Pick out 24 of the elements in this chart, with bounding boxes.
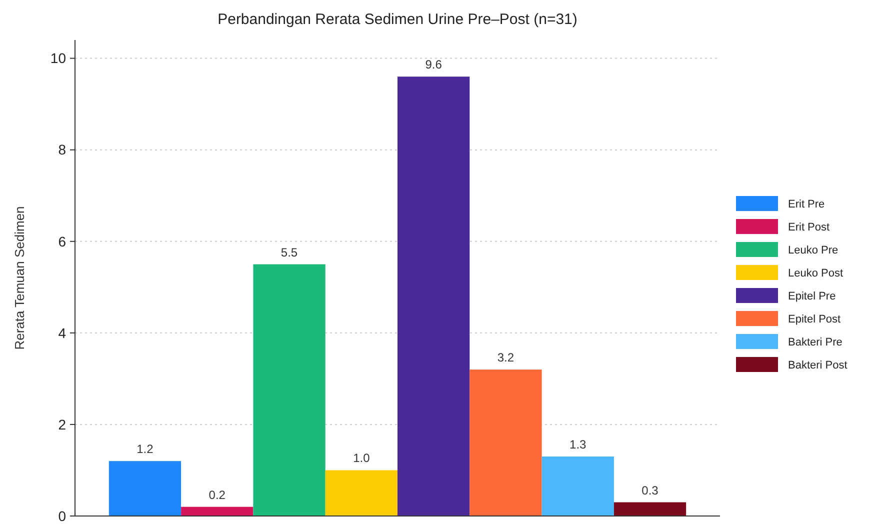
chart-title: Perbandingan Rerata Sedimen Urine Pre–Post (n=31): [218, 11, 578, 28]
legend-label: Erit Pre: [788, 198, 825, 210]
data-label: 1.2: [136, 442, 154, 456]
data-label: 0.3: [642, 483, 659, 498]
y-tick-label: 8: [58, 142, 66, 158]
y-axis-title: Rerata Temuan Sedimen: [12, 206, 27, 350]
y-tick-label: 10: [50, 50, 66, 66]
data-label: 9.6: [425, 58, 442, 72]
legend-label: Epitel Post: [788, 313, 841, 326]
data-label: 1.0: [353, 451, 370, 466]
legend-label: Erit Post: [788, 221, 830, 234]
legend-label: Bakteri Post: [788, 359, 848, 372]
legend-label: Leuko Pre: [788, 244, 838, 256]
legend-label: Bakteri Pre: [788, 336, 842, 348]
y-tick-label: 0: [58, 508, 66, 524]
legend-label: Leuko Post: [788, 267, 844, 280]
y-tick-label: 6: [58, 233, 66, 250]
data-label: 5.5: [280, 245, 298, 260]
legend-label: Epitel Pre: [788, 290, 836, 302]
data-label: 3.2: [497, 350, 514, 365]
data-label: 1.3: [570, 438, 587, 452]
data-label: 0.2: [208, 488, 226, 502]
y-tick-label: 2: [58, 416, 66, 432]
y-tick-label: 4: [58, 324, 66, 341]
